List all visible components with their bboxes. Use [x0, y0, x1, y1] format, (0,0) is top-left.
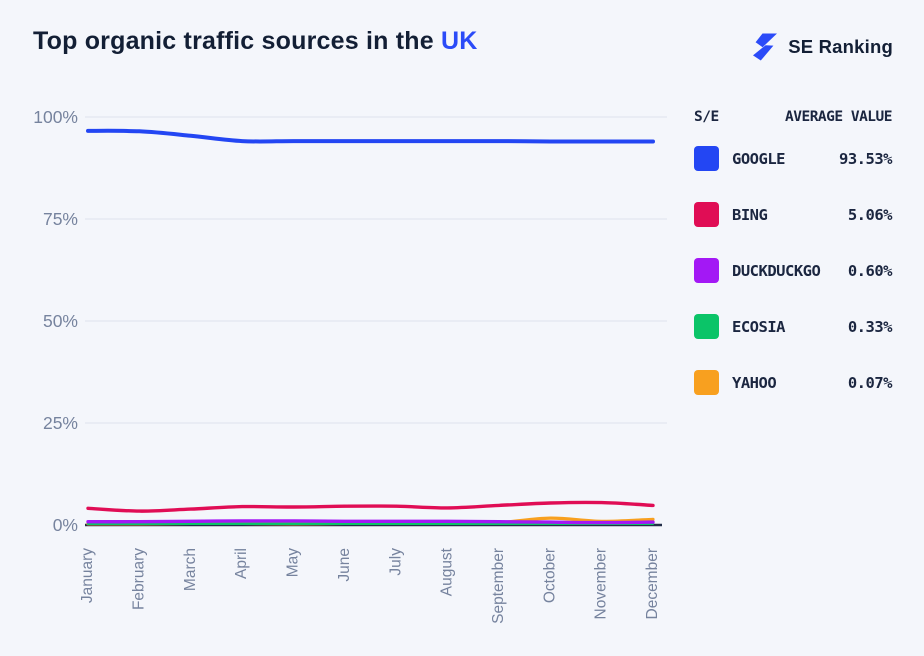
- legend-value: 0.33%: [847, 317, 893, 336]
- legend-value: 0.60%: [847, 261, 893, 280]
- legend-row-duckduckgo[interactable]: DUCKDUCKGO 0.60%: [694, 258, 893, 283]
- legend-label: BING: [732, 205, 768, 224]
- x-tick-label-february: February: [130, 548, 147, 610]
- x-tick-label-august: August: [439, 547, 456, 596]
- legend-swatch-google: [694, 146, 719, 171]
- y-tick-label-25: 25%: [43, 413, 78, 433]
- lightning-bolt-icon: [753, 33, 778, 61]
- x-tick-label-september: September: [490, 548, 507, 624]
- x-tick-label-november: November: [593, 548, 610, 620]
- y-tick-label-100: 100%: [33, 107, 78, 127]
- legend-value: 93.53%: [839, 149, 893, 168]
- legend-swatch-duckduckgo: [694, 258, 719, 283]
- y-tick-label-75: 75%: [43, 209, 78, 229]
- traffic-line-chart: 0% 25% 50% 75% 100% January February March April…: [33, 107, 667, 624]
- y-tick-label-0: 0%: [53, 515, 78, 535]
- legend-row-bing[interactable]: BING 5.06%: [694, 202, 893, 227]
- legend-row-google[interactable]: GOOGLE 93.53%: [694, 146, 893, 171]
- page-title-main: Top organic traffic sources in the: [33, 27, 441, 55]
- legend-label: GOOGLE: [732, 149, 786, 168]
- legend-swatch-ecosia: [694, 314, 719, 339]
- legend-header: S/E AVERAGE VALUE: [694, 109, 893, 125]
- legend-col-engine: S/E: [694, 109, 719, 125]
- x-tick-label-july: July: [387, 548, 404, 576]
- x-tick-label-june: June: [336, 548, 353, 582]
- legend-col-average-value: AVERAGE VALUE: [785, 109, 893, 125]
- x-tick-label-january: January: [79, 548, 96, 603]
- se-ranking-logo: SE Ranking: [750, 32, 893, 62]
- logo-text: SE Ranking: [788, 36, 893, 57]
- legend-row-yahoo[interactable]: YAHOO 0.07%: [694, 370, 893, 395]
- legend-label: DUCKDUCKGO: [732, 261, 821, 280]
- series-line-bing: [86, 500, 655, 513]
- legend-label: ECOSIA: [732, 317, 786, 336]
- legend-label: YAHOO: [732, 373, 777, 392]
- x-tick-label-october: October: [541, 548, 558, 603]
- legend-rows: GOOGLE 93.53% BING 5.06% DUCKDUCKGO 0.60% ECOS…: [694, 146, 893, 395]
- page-title: Top organic traffic sources in the UK: [33, 27, 478, 56]
- legend-panel: S/E AVERAGE VALUE GOOGLE 93.53% BING 5.06% D…: [694, 109, 893, 426]
- x-tick-label-march: March: [182, 548, 199, 591]
- legend-value: 0.07%: [847, 373, 893, 392]
- legend-value: 5.06%: [847, 205, 893, 224]
- y-tick-label-50: 50%: [43, 311, 78, 331]
- x-tick-label-may: May: [285, 548, 302, 578]
- x-tick-label-april: April: [233, 548, 250, 579]
- legend-swatch-yahoo: [694, 370, 719, 395]
- page-title-accent: UK: [441, 27, 478, 55]
- legend-swatch-bing: [694, 202, 719, 227]
- legend-row-ecosia[interactable]: ECOSIA 0.33%: [694, 314, 893, 339]
- x-tick-label-december: December: [644, 548, 661, 620]
- series-line-google: [86, 128, 655, 144]
- series-line-duckduckgo: [86, 519, 655, 525]
